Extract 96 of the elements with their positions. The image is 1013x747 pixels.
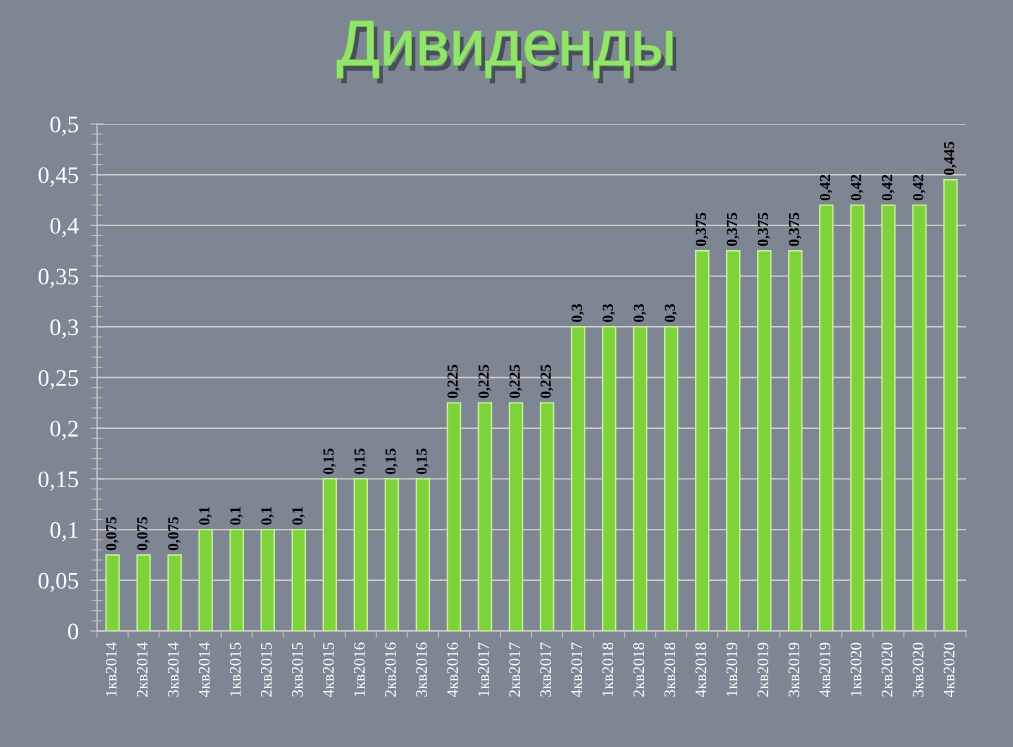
y-tick-label: 0,1 <box>50 522 78 542</box>
x-tick-label: 2кв2014 <box>136 642 148 697</box>
data-label: 0,225 <box>478 364 492 399</box>
bar <box>508 402 524 631</box>
y-tick-label: 0,3 <box>50 319 79 339</box>
x-tick-label: 3кв2014 <box>167 642 179 697</box>
bar <box>663 326 679 631</box>
bar <box>384 478 400 631</box>
bar <box>415 478 431 631</box>
bar <box>167 554 182 631</box>
x-tick-label: 2кв2016 <box>385 642 396 697</box>
bar <box>632 326 648 631</box>
x-tick-label: 1кв2016 <box>354 642 365 696</box>
x-tick-label: 3кв2019 <box>788 642 800 697</box>
x-tick-label: 3кв2015 <box>291 642 303 697</box>
data-label: 0,3 <box>571 304 585 323</box>
bar <box>570 326 586 631</box>
y-tick-label: 0,45 <box>38 167 79 187</box>
x-tick-label: 2кв2018 <box>633 642 645 697</box>
y-tick-label: 0,35 <box>38 268 79 288</box>
bar <box>819 204 834 631</box>
x-tick-label: 2кв2020 <box>881 642 893 697</box>
data-label: 0,42 <box>881 174 895 201</box>
data-label: 0,1 <box>261 507 274 525</box>
bar <box>726 250 741 631</box>
data-label: 0,15 <box>416 448 429 475</box>
bar <box>694 250 710 631</box>
x-tick-label: 4кв2020 <box>943 642 955 698</box>
bar <box>198 528 213 631</box>
bar <box>601 326 617 631</box>
data-label: 0,15 <box>385 448 398 475</box>
x-tick-label: 3кв2017 <box>540 642 552 697</box>
bar <box>477 402 493 631</box>
y-tick-label: 0,4 <box>50 217 79 238</box>
x-tick-label: 4кв2019 <box>819 642 831 698</box>
x-tick-label: 4кв2018 <box>695 642 707 698</box>
x-tick-label: 3кв2016 <box>416 642 427 697</box>
bar <box>539 402 555 631</box>
data-label: 0,075 <box>168 516 181 551</box>
y-tick-label: 0,05 <box>38 572 79 593</box>
y-tick-label: 0,25 <box>38 369 79 390</box>
data-label: 0,15 <box>354 448 367 475</box>
x-tick-label: 1кв2018 <box>602 642 614 696</box>
x-tick-label: 4кв2015 <box>323 642 334 698</box>
data-label: 0,1 <box>199 507 212 525</box>
bar <box>260 528 275 631</box>
x-tick-label: 2кв2015 <box>260 642 272 697</box>
data-label: 0,225 <box>540 364 554 399</box>
data-label: 0,375 <box>757 212 771 246</box>
bar <box>229 528 244 631</box>
x-tick-label: 1кв2020 <box>850 642 862 696</box>
data-label: 0,225 <box>509 364 523 399</box>
x-tick-label: 4кв2016 <box>447 642 458 698</box>
data-label: 0,15 <box>323 448 336 475</box>
bar <box>912 204 927 631</box>
x-tick-label: 4кв2017 <box>571 642 583 698</box>
data-label: 0,42 <box>912 174 926 201</box>
data-label: 0,3 <box>664 304 678 323</box>
data-label: 0,3 <box>633 304 647 323</box>
chart-title: Дивиденды <box>337 21 677 84</box>
data-label: 0,375 <box>695 212 709 246</box>
data-label: 0,225 <box>447 364 460 399</box>
data-label: 0,3 <box>602 304 616 323</box>
data-label: 0,1 <box>230 507 243 525</box>
bar <box>353 478 369 631</box>
data-label: 0,42 <box>850 174 864 201</box>
y-tick-label: 0,2 <box>50 420 78 441</box>
x-tick-label: 1кв2015 <box>229 642 241 696</box>
bar <box>943 179 958 631</box>
data-label: 0,42 <box>819 174 833 201</box>
x-tick-label: 1кв2014 <box>105 642 117 696</box>
data-label: 0,375 <box>726 212 740 246</box>
y-tick-label: 0 <box>68 623 79 640</box>
bar <box>322 478 338 631</box>
bar <box>291 528 306 631</box>
x-tick-label: 3кв2018 <box>664 642 676 697</box>
x-tick-label: 1кв2019 <box>726 642 738 696</box>
bar <box>788 250 803 631</box>
y-tick-label: 0,5 <box>50 116 79 136</box>
data-label: 0,075 <box>137 516 150 551</box>
bar <box>850 204 865 631</box>
x-tick-label: 2кв2017 <box>509 642 520 697</box>
x-tick-label: 3кв2020 <box>912 642 924 697</box>
x-tick-label: 4кв2014 <box>198 642 210 698</box>
bar <box>136 554 151 631</box>
bar <box>757 250 772 631</box>
x-tick-label: 1кв2017 <box>478 642 489 696</box>
data-label: 0,1 <box>292 507 305 525</box>
data-label: 0,375 <box>788 212 802 246</box>
y-tick-label: 0,15 <box>38 471 79 491</box>
bar <box>446 402 462 631</box>
data-label: 0,445 <box>943 141 957 176</box>
bar <box>881 204 896 631</box>
x-tick-label: 2кв2019 <box>757 642 769 697</box>
bar <box>105 554 120 631</box>
data-label: 0,075 <box>106 516 119 551</box>
